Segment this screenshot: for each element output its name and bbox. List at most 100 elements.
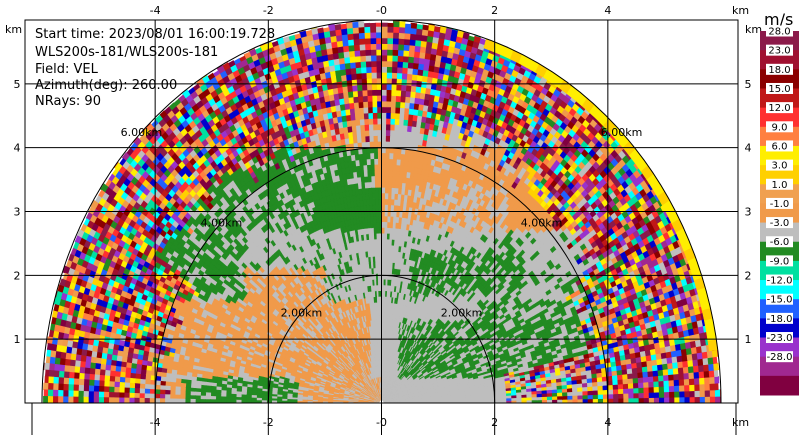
velocity-gate xyxy=(577,398,584,404)
velocity-gate xyxy=(592,394,599,400)
velocity-gate xyxy=(632,372,639,379)
velocity-gate xyxy=(708,369,715,378)
velocity-gate xyxy=(653,386,660,393)
velocity-gate xyxy=(618,393,625,399)
velocity-gate xyxy=(612,388,619,395)
velocity-gate xyxy=(587,398,594,404)
velocity-gate xyxy=(572,398,579,404)
velocity-gate xyxy=(652,375,660,382)
velocity-gate xyxy=(658,391,665,398)
velocity-gate xyxy=(617,388,624,395)
velocity-gate xyxy=(657,369,664,377)
velocity-gate xyxy=(678,372,685,380)
velocity-gate xyxy=(653,397,660,404)
velocity-gate xyxy=(597,389,604,395)
velocity-gate xyxy=(546,395,553,401)
velocity-gate xyxy=(663,374,670,382)
velocity-gate xyxy=(694,390,701,398)
velocity-gate xyxy=(663,379,670,387)
velocity-gate xyxy=(676,355,683,363)
velocity-gate xyxy=(673,379,680,387)
velocity-gate xyxy=(607,388,614,395)
velocity-gate xyxy=(704,376,711,385)
velocity-gate xyxy=(673,373,680,381)
velocity-gate xyxy=(704,383,711,391)
velocity-gate xyxy=(567,391,573,397)
velocity-gate xyxy=(687,365,695,374)
velocity-gate xyxy=(633,392,640,399)
velocity-gate xyxy=(693,377,700,385)
velocity-gate xyxy=(669,391,675,398)
velocity-gate xyxy=(653,380,660,388)
velocity-gate xyxy=(664,396,670,404)
velocity-gate xyxy=(688,377,695,386)
velocity-gate xyxy=(713,362,720,371)
velocity-gate xyxy=(557,399,563,404)
velocity-gate xyxy=(699,389,706,398)
velocity-gate xyxy=(551,392,558,397)
velocity-gate xyxy=(618,397,624,404)
velocity-gate xyxy=(637,371,644,379)
velocity-gate xyxy=(577,390,584,396)
velocity-gate xyxy=(714,382,719,391)
velocity-gate xyxy=(622,373,629,380)
velocity-gate xyxy=(714,395,721,404)
velocity-gate xyxy=(651,364,659,372)
velocity-gate xyxy=(669,396,675,404)
velocity-gate xyxy=(638,387,645,394)
velocity-gate xyxy=(674,390,681,398)
velocity-gate xyxy=(679,390,686,398)
velocity-gate xyxy=(703,363,710,372)
velocity-gate xyxy=(582,390,589,396)
velocity-gate xyxy=(648,397,655,404)
velocity-gate xyxy=(684,396,691,404)
velocity-gate xyxy=(667,362,674,370)
velocity-gate xyxy=(687,359,694,367)
velocity-gate xyxy=(673,385,680,392)
velocity-gate xyxy=(656,363,664,371)
velocity-gate xyxy=(663,391,670,398)
velocity-gate xyxy=(577,394,584,400)
velocity-gate xyxy=(658,380,665,387)
velocity-gate xyxy=(623,397,630,404)
velocity-gate xyxy=(628,397,635,404)
velocity-gate xyxy=(682,360,689,368)
velocity-gate xyxy=(672,361,679,369)
velocity-gate xyxy=(678,378,685,386)
velocity-gate xyxy=(617,383,624,390)
velocity-gate xyxy=(677,360,684,369)
velocity-gate xyxy=(674,396,680,404)
velocity-gate xyxy=(592,385,599,391)
velocity-gate xyxy=(677,366,685,375)
velocity-gate xyxy=(689,384,696,392)
velocity-gate xyxy=(698,370,705,379)
velocity-gate xyxy=(597,385,604,391)
velocity-gate xyxy=(612,383,619,390)
velocity-gate xyxy=(668,379,675,387)
velocity-gate xyxy=(597,398,604,404)
velocity-gate xyxy=(694,396,701,404)
velocity-gate xyxy=(699,383,706,391)
velocity-gate xyxy=(712,356,718,364)
velocity-gate xyxy=(683,372,690,380)
velocity-gate xyxy=(708,363,715,372)
velocity-gate xyxy=(663,385,670,393)
velocity-gate xyxy=(597,393,604,400)
velocity-gate xyxy=(699,396,706,404)
velocity-gate xyxy=(709,389,716,397)
velocity-gate xyxy=(628,387,635,394)
velocity-gate xyxy=(643,397,650,404)
velocity-gate xyxy=(658,385,665,393)
velocity-gate xyxy=(623,388,629,394)
velocity-gate xyxy=(698,377,706,385)
velocity-gate xyxy=(662,368,669,376)
velocity-gate xyxy=(582,386,589,392)
velocity-gate xyxy=(689,390,696,398)
velocity-gate xyxy=(704,396,711,404)
velocity-gate xyxy=(643,381,650,388)
velocity-sweep xyxy=(43,20,722,404)
velocity-gate xyxy=(562,398,569,404)
velocity-gate xyxy=(567,395,574,400)
velocity-gate xyxy=(582,394,589,400)
velocity-gate xyxy=(608,398,614,404)
